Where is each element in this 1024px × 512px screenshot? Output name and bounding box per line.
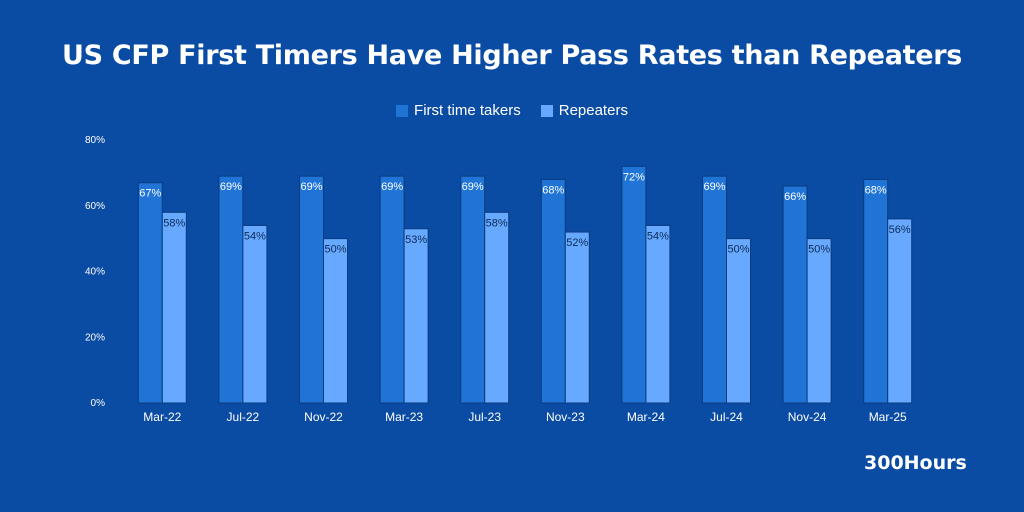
y-tick-label: 20% [85,332,105,343]
x-tick-label: Mar-24 [627,410,665,424]
data-label-repeaters: 54% [647,230,669,242]
bar-first-time-takers [218,175,244,404]
x-tick-label: Jul-24 [710,410,743,424]
legend-item-repeaters: Repeaters [540,102,628,119]
bar-first-time-takers [702,175,727,404]
y-tick-label: 60% [85,201,105,212]
x-tick-label: Jul-22 [227,410,260,424]
bar-repeaters [645,224,671,404]
legend-swatch-repeaters [540,104,553,117]
bar-first-time-takers [137,182,163,404]
bar-repeaters [161,211,187,404]
data-label-first-time-takers: 69% [381,181,403,193]
data-label-repeaters: 58% [163,217,185,229]
x-tick-label: Mar-22 [143,410,181,424]
legend: First time takers Repeaters [0,102,1024,119]
bar-repeaters [887,218,913,404]
legend-swatch-first-time-takers [396,104,409,117]
data-label-repeaters: 52% [566,237,588,249]
bar-repeaters [242,224,268,404]
data-label-first-time-takers: 68% [542,184,564,196]
brand-logo: 300Hours [864,452,967,474]
data-label-repeaters: 50% [808,244,830,256]
x-tick-label: Nov-24 [788,410,827,424]
y-tick-label: 80% [85,135,105,146]
data-label-first-time-takers: 68% [865,184,887,196]
chart-title: US CFP First Timers Have Higher Pass Rat… [61,40,963,71]
data-label-repeaters: 54% [244,230,266,242]
data-label-first-time-takers: 69% [300,181,322,193]
bar-first-time-takers [540,178,566,404]
bar-first-time-takers [460,175,486,404]
legend-label-repeaters: Repeaters [558,102,628,119]
bar-repeaters [484,211,510,404]
x-tick-label: Mar-23 [385,410,423,424]
bar-first-time-takers [299,175,324,404]
data-label-first-time-takers: 69% [220,181,242,193]
data-label-first-time-takers: 66% [784,191,806,203]
legend-label-first-time-takers: First time takers [414,102,521,119]
data-label-first-time-takers: 69% [462,181,484,193]
x-tick-label: Nov-22 [304,410,343,424]
data-label-repeaters: 50% [727,244,749,256]
data-label-repeaters: 58% [486,217,508,229]
data-label-repeaters: 56% [889,224,911,236]
bar-first-time-takers [621,165,647,404]
x-tick-label: Nov-23 [546,410,585,424]
bar-repeaters [403,228,429,404]
x-tick-label: Jul-23 [468,410,501,424]
bar-repeaters [564,231,590,404]
bar-repeaters [726,238,751,404]
legend-item-first-time-takers: First time takers [396,102,521,119]
data-label-first-time-takers: 72% [623,171,645,183]
y-tick-label: 0% [91,398,106,409]
data-label-first-time-takers: 67% [139,188,161,200]
bar-first-time-takers [782,185,808,404]
bar-repeaters [323,238,348,404]
bar-first-time-takers [863,178,889,404]
y-tick-label: 40% [85,267,105,278]
data-label-repeaters: 53% [405,234,427,246]
bar-first-time-takers [379,175,405,404]
bar-repeaters [806,238,832,404]
data-label-repeaters: 50% [324,244,346,256]
data-label-first-time-takers: 69% [703,181,725,193]
x-tick-label: Mar-25 [869,410,907,424]
